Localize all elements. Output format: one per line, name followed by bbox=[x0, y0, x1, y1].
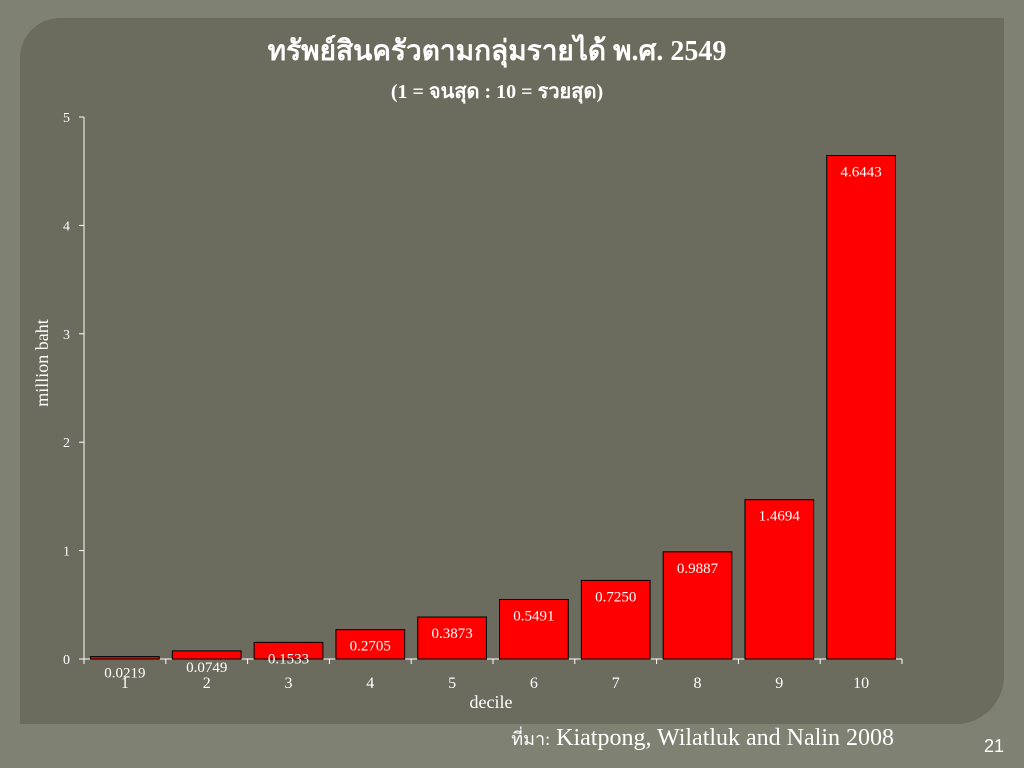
y-tick-label: 5 bbox=[63, 111, 70, 126]
page-number: 21 bbox=[983, 736, 1004, 756]
data-label: 0.3873 bbox=[431, 626, 472, 642]
data-label: 0.5491 bbox=[513, 608, 554, 624]
bar bbox=[499, 598, 569, 660]
y-tick-label: 0 bbox=[63, 653, 70, 668]
source-citation: ที่มา: Kiatpong, Wilatluk and Nalin 2008 bbox=[511, 724, 894, 753]
y-axis-label: million baht bbox=[32, 319, 52, 407]
x-tick-label: 9 bbox=[775, 675, 783, 692]
data-label: 0.0749 bbox=[186, 660, 227, 676]
y-tick-label: 2 bbox=[63, 436, 70, 451]
data-label: 0.2705 bbox=[350, 639, 391, 655]
x-axis-label: decile bbox=[470, 692, 513, 712]
x-tick-label: 1 bbox=[121, 675, 129, 692]
data-label: 0.9887 bbox=[677, 561, 719, 577]
bar bbox=[417, 616, 487, 660]
x-tick-label: 3 bbox=[285, 675, 293, 692]
bar bbox=[662, 551, 733, 660]
bar bbox=[744, 499, 815, 660]
y-tick-label: 3 bbox=[63, 328, 70, 343]
chart-subtitle: (1 = จนสุด : 10 = รวยสุด) bbox=[391, 81, 603, 104]
x-tick-label: 7 bbox=[612, 675, 620, 692]
x-tick-label: 6 bbox=[530, 675, 538, 692]
data-label: 4.6443 bbox=[840, 165, 881, 181]
bar bbox=[171, 650, 242, 660]
bar bbox=[90, 656, 160, 660]
x-tick-label: 5 bbox=[448, 675, 456, 692]
x-tick-label: 4 bbox=[366, 675, 374, 692]
data-label: 0.0219 bbox=[104, 666, 145, 682]
source-text: Kiatpong, Wilatluk and Nalin 2008 bbox=[556, 725, 894, 751]
x-tick-label: 10 bbox=[853, 675, 869, 692]
bar bbox=[580, 579, 651, 660]
bar bbox=[253, 641, 324, 660]
y-tick-label: 4 bbox=[63, 219, 70, 234]
data-label: 0.7250 bbox=[595, 589, 636, 605]
data-label: 0.1533 bbox=[268, 651, 309, 667]
source-prefix: ที่มา: bbox=[511, 729, 551, 749]
bar bbox=[826, 155, 896, 660]
data-label: 1.4694 bbox=[759, 509, 801, 525]
x-tick-label: 8 bbox=[694, 675, 702, 692]
x-tick-label: 2 bbox=[203, 675, 211, 692]
chart-title: ทรัพย์สินครัวตามกลุ่มรายได้ พ.ศ. 2549 bbox=[268, 34, 727, 68]
bar bbox=[335, 629, 406, 660]
y-tick-label: 1 bbox=[63, 545, 70, 560]
